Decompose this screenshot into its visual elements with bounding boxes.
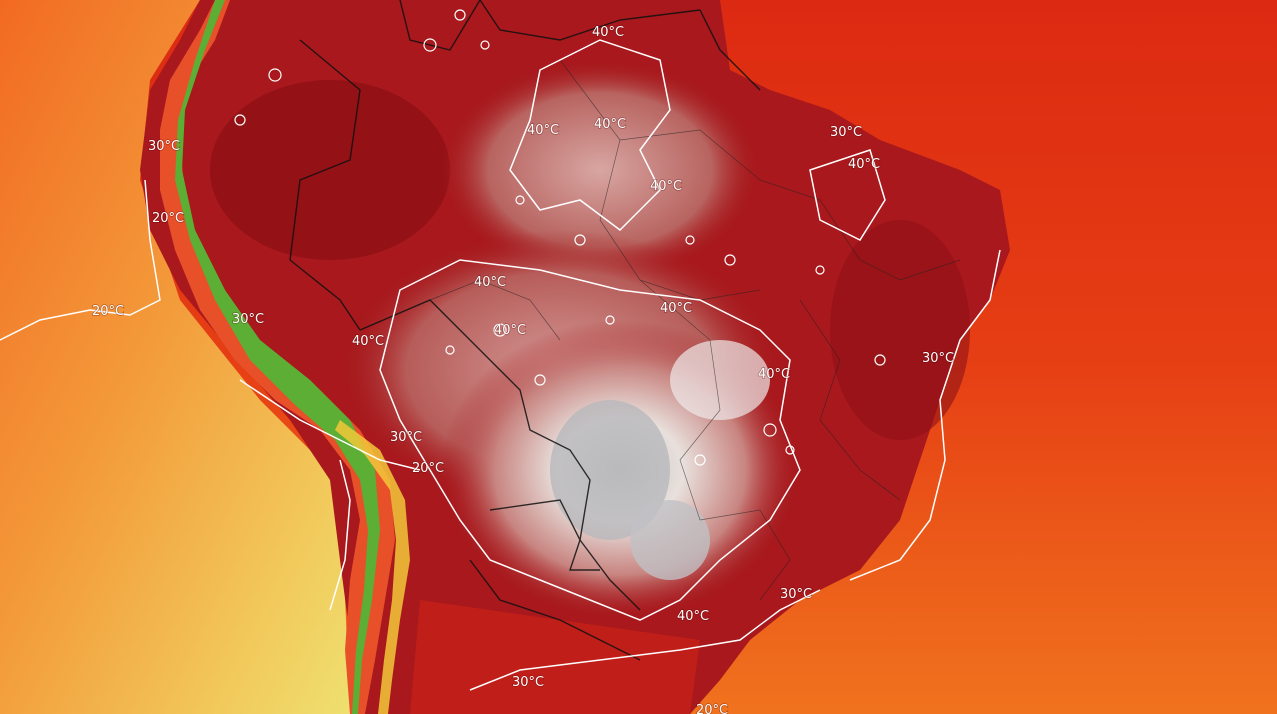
ocean-pacific [0, 0, 350, 714]
label-30-south: 30°C [512, 675, 544, 690]
label-20-andes-b: 20°C [412, 461, 444, 476]
label-40-north-b: 40°C [594, 117, 626, 132]
label-40-west: 40°C [527, 123, 559, 138]
label-40-north-a: 40°C [592, 25, 624, 40]
label-30-southeast: 30°C [780, 587, 812, 602]
dark-patch-northeast [830, 220, 970, 440]
label-40-center-a: 40°C [650, 179, 682, 194]
label-40-center-c: 40°C [494, 323, 526, 338]
andes-green-ridge [175, 0, 380, 714]
label-30-andes-b: 30°C [390, 430, 422, 445]
state-borders [429, 59, 961, 601]
label-40-east: 40°C [758, 367, 790, 382]
label-30-andes-a: 30°C [232, 312, 264, 327]
label-20-bottom: 20°C [696, 703, 728, 714]
white-patch-east [670, 340, 770, 420]
label-40-south: 40°C [677, 609, 709, 624]
country-borders [289, 0, 761, 661]
contour-specks [234, 9, 886, 466]
isotherm-contours [0, 39, 1001, 691]
temperature-labels: 40°C 40°C 40°C 40°C 40°C 40°C 40°C 40°C … [91, 24, 955, 714]
pale-region-north [440, 60, 760, 280]
label-40-center-d: 40°C [660, 301, 692, 316]
label-40-northeast: 40°C [848, 157, 880, 172]
label-20-andes-a: 20°C [152, 211, 184, 226]
label-40-rondonia: 40°C [352, 334, 384, 349]
label-30-andes-c: 30°C [148, 139, 180, 154]
andes-band [160, 0, 395, 714]
label-30-north: 30°C [830, 125, 862, 140]
label-30-east: 30°C [922, 351, 954, 366]
andes-yellow-fringe [335, 420, 410, 714]
label-40-center-b: 40°C [474, 275, 506, 290]
grey-peak-b [630, 500, 710, 580]
dark-patch-amazon [210, 80, 450, 260]
label-20-pacific: 20°C [92, 304, 124, 319]
grey-peak-a [550, 400, 670, 540]
